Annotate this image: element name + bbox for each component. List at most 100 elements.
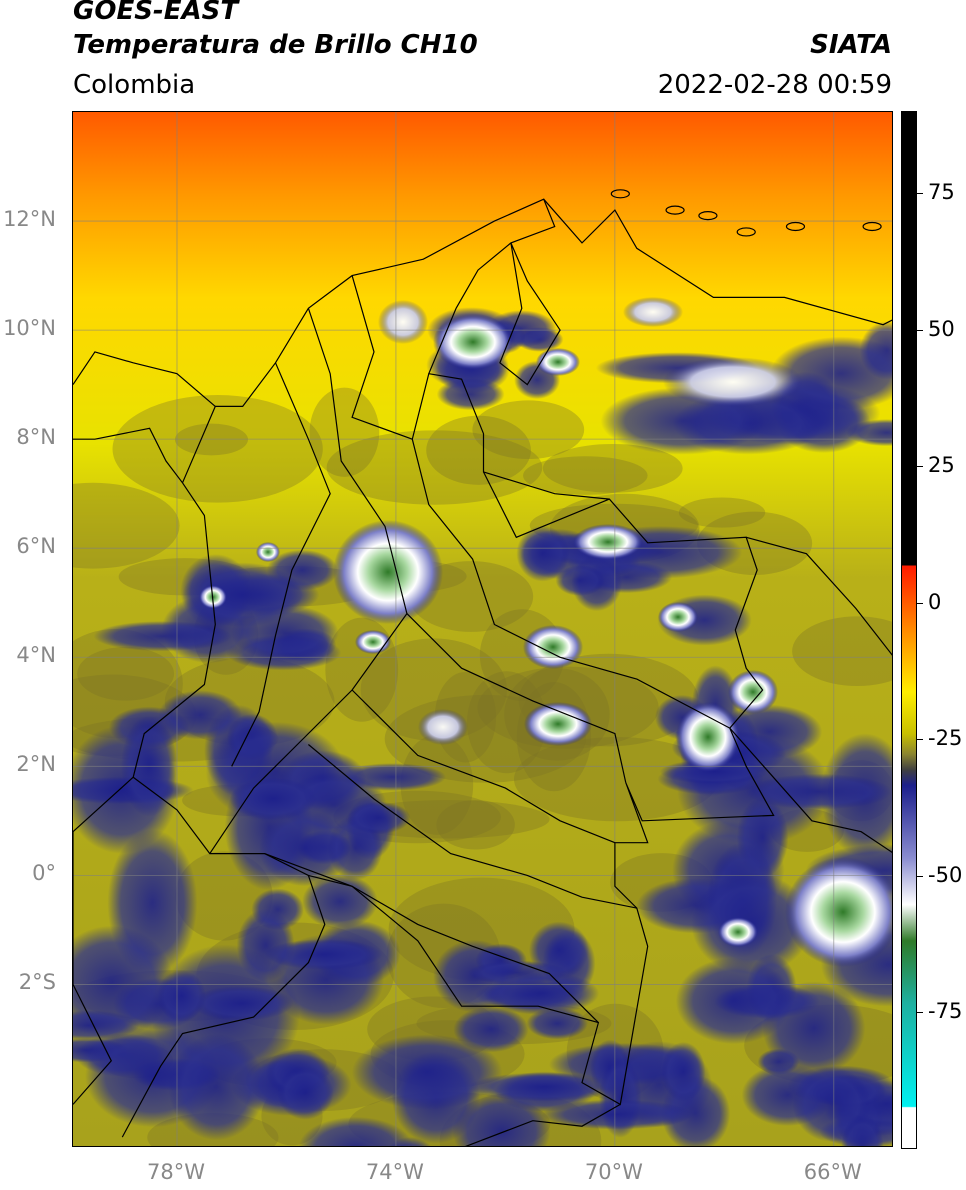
convective-core: [785, 857, 892, 967]
latitude-label: 4°N: [16, 643, 56, 668]
colorbar-gradient: [902, 112, 916, 1148]
colorbar-tick-label: 0: [928, 589, 942, 614]
boundary-line: [73, 776, 134, 1105]
convective-core: [355, 630, 391, 654]
convective-core: [728, 670, 778, 714]
boundary-line: [209, 308, 408, 854]
boundary-line: [132, 198, 775, 1106]
boundary-line: [729, 727, 892, 853]
cold-cloud-patch: [264, 939, 383, 970]
olive-patch: [112, 395, 323, 503]
latitude-label: 10°N: [3, 316, 56, 341]
cold-cloud-patch: [770, 336, 892, 411]
cold-cloud-patch: [746, 773, 892, 810]
olive-patch: [542, 443, 683, 493]
olive-patch: [309, 387, 380, 477]
cloud-fields: [73, 297, 892, 1146]
olive-patch: [360, 638, 508, 741]
island-outline: [736, 227, 756, 237]
cold-cloud-patch: [555, 565, 605, 596]
convective-core: [523, 625, 583, 669]
cold-cloud-patch: [229, 777, 317, 821]
latitude-label: 6°N: [16, 534, 56, 559]
cold-cloud-patch: [453, 1006, 529, 1053]
brightness-temperature-image: [73, 112, 892, 1146]
colorbar-tick-label: 50: [928, 316, 955, 341]
colorbar-tick-label: -75: [928, 999, 963, 1024]
convective-core: [433, 314, 513, 370]
region-label: Colombia: [73, 70, 196, 100]
colorbar-tick-label: 25: [928, 452, 955, 477]
longitude-label: 74°W: [365, 1160, 424, 1184]
cold-cloud-patch: [436, 378, 505, 411]
convective-core: [524, 702, 592, 746]
high-cloud: [663, 357, 803, 407]
colorbar-tick: [917, 875, 923, 877]
latitude-label: 2°N: [16, 752, 56, 777]
colorbar-tick-label: 75: [928, 179, 955, 204]
island-outline: [698, 210, 718, 221]
cold-cloud-patch: [302, 874, 378, 929]
latitude-label: 12°N: [3, 207, 56, 232]
convective-core: [536, 348, 580, 376]
island-outline: [665, 205, 685, 215]
boundary-line: [264, 853, 599, 1024]
boundary-line: [121, 875, 326, 1138]
cold-cloud-patch: [93, 621, 232, 652]
colorbar-tick: [917, 329, 923, 331]
cold-cloud-patch: [541, 1099, 693, 1130]
cold-cloud-patch: [468, 960, 567, 985]
olive-patch: [472, 400, 585, 460]
high-cloud: [418, 709, 468, 745]
satellite-map: [72, 111, 893, 1147]
boundary-line: [351, 275, 413, 440]
cold-cloud-patch: [469, 1072, 619, 1102]
convective-core: [573, 524, 643, 560]
convective-core: [718, 917, 758, 947]
olive-patch: [678, 497, 766, 528]
high-cloud: [623, 297, 683, 327]
longitude-label: 78°W: [146, 1160, 205, 1184]
olive-patch: [466, 671, 547, 774]
cold-cloud-patch: [251, 888, 304, 931]
cold-cloud-patch: [230, 604, 339, 661]
olive-patch: [513, 737, 720, 822]
boundary-line: [73, 427, 183, 484]
boundary-line: [406, 613, 627, 783]
country-borders: [73, 189, 892, 1146]
olive-patch: [326, 430, 543, 505]
colorbar: [901, 111, 917, 1149]
colorbar-tick: [917, 1012, 923, 1014]
island-outline: [610, 189, 630, 199]
boundary-line: [231, 362, 331, 767]
olive-patch: [436, 799, 515, 850]
boundary-line: [746, 536, 892, 656]
boundary-line: [543, 198, 892, 326]
olive-patch: [73, 482, 180, 569]
boundary-line: [73, 351, 216, 407]
boundary-line: [499, 242, 561, 386]
boundary-line: [482, 471, 610, 539]
longitude-label: 70°W: [584, 1160, 643, 1184]
convective-core: [676, 702, 740, 772]
island-outline: [862, 221, 882, 232]
cold-cloud-patch: [351, 1034, 503, 1110]
cold-cloud-patch: [661, 1041, 706, 1102]
cold-cloud-patch: [277, 1065, 334, 1120]
boundary-line: [351, 689, 616, 844]
colorbar-tick: [917, 602, 923, 604]
cold-cloud-patch: [841, 1113, 884, 1146]
cold-cloud-patch: [258, 810, 351, 887]
olive-patch: [523, 456, 648, 495]
longitude-label: 66°W: [803, 1160, 862, 1184]
colorbar-tick: [917, 466, 923, 468]
convective-core: [658, 602, 698, 632]
latitude-label: 2°S: [18, 970, 56, 995]
agency-label: SIATA: [810, 30, 892, 60]
boundary-line: [411, 373, 731, 729]
product-title: Temperatura de Brillo CH10: [73, 30, 478, 60]
cold-cloud-patch: [526, 1007, 588, 1040]
cold-cloud-patch: [762, 981, 866, 1075]
convective-core: [333, 520, 443, 624]
olive-patch: [426, 415, 531, 485]
